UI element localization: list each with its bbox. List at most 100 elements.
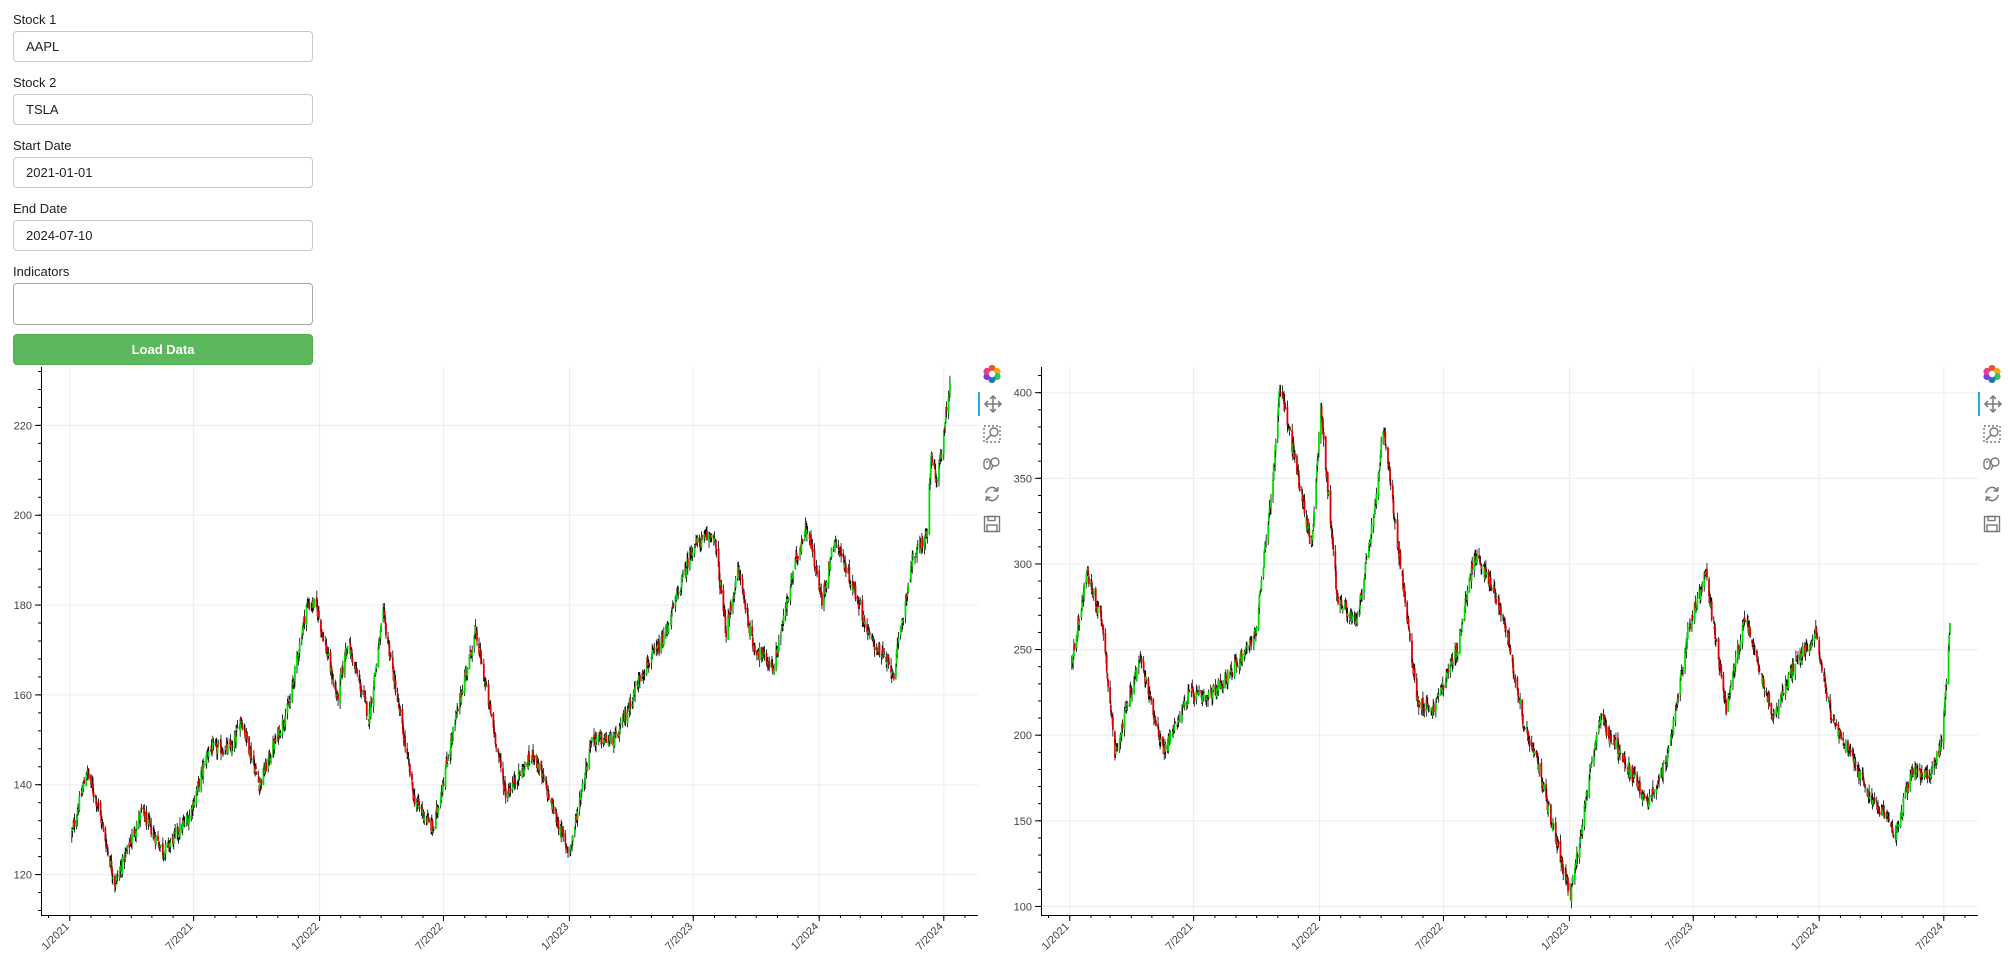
pan-icon[interactable] [978,392,1006,416]
candle-body [306,602,309,606]
candle-up [655,640,658,657]
candle-body [595,737,598,743]
candle-up [77,803,79,816]
candle-body [401,709,404,725]
candle-body [593,734,595,741]
candle-body [808,533,811,540]
candle-body [1143,672,1146,674]
candle-body [246,731,248,740]
load-data-button[interactable]: Load Data [13,334,313,365]
candle-body [439,797,442,806]
candle-body [358,676,361,682]
candle-body [1584,803,1587,807]
candle-body [581,783,584,793]
candle-up [603,733,606,746]
save-icon[interactable] [978,512,1006,536]
candle-body [1550,804,1552,825]
candle-body [512,781,515,784]
candle-body [1389,469,1391,482]
y-tick-label: 160 [14,690,32,702]
candle-down [1504,623,1507,638]
candle-body [1085,573,1088,583]
candle-body [598,731,601,736]
candle-body [1316,458,1319,466]
candle-body [1315,466,1318,478]
candle-body [498,754,501,756]
candle-up [455,711,458,719]
candle-body [584,772,587,783]
candle-body [354,666,357,669]
candle-body [632,698,634,702]
candle-up [576,807,579,827]
candle-up [800,535,803,555]
candle-down [1540,758,1543,782]
indicators-multiselect[interactable] [13,283,313,325]
candle-body [637,677,640,687]
candle-body [1482,564,1485,566]
candle-up [670,607,673,630]
candle-body [296,654,298,669]
stock2-input[interactable]: TSLA [13,94,313,125]
candle-body [1129,690,1131,707]
candle-body [1627,763,1630,773]
candle-up [1675,702,1678,709]
candle-up [361,689,363,695]
candle-up [1653,789,1656,799]
candle-body [1378,472,1381,477]
candle-body [533,755,536,759]
candle-body [712,536,715,540]
candle-body [504,782,506,790]
candle-body [241,723,244,729]
candle-body [714,538,717,540]
stock1-input[interactable]: AAPL [13,31,313,62]
candle-up [1138,658,1141,664]
bokeh-logo-icon[interactable] [978,362,1006,386]
candle-body [1691,616,1694,619]
candle-body [1423,709,1426,711]
candle-body [1655,788,1658,793]
candle-down [1521,713,1524,729]
candle-up [294,665,296,688]
candle-down [495,744,498,753]
candle-body [255,771,258,775]
candle-body [1487,571,1490,584]
candle-body [176,827,179,835]
candle-up [374,667,377,677]
candle-body [1513,678,1516,680]
candle-body [404,735,407,748]
candle-body [589,745,592,747]
box-zoom-icon[interactable] [978,422,1006,446]
candle-body [936,479,938,482]
candle-body [564,833,567,842]
candle-body [1425,700,1428,712]
candle-down [88,769,90,781]
candle-body [445,760,448,769]
candle-body [656,645,659,649]
candle-down [1723,687,1725,703]
candle-body [921,536,924,547]
candle-up [916,540,919,550]
reset-icon[interactable] [978,482,1006,506]
candle-down [356,667,359,677]
candle-body [1413,668,1416,678]
wheel-zoom-icon[interactable] [978,452,1006,476]
candle-body [303,616,306,624]
candle-body [677,592,680,594]
candle-body [76,814,79,821]
candle-body [1461,618,1464,623]
candle-body [1622,758,1625,762]
candle-down [1155,719,1157,727]
candle-body [905,596,908,604]
candle-body [1680,671,1682,679]
candle-body [307,601,309,604]
candle-down [1281,385,1284,400]
candle-body [583,781,586,785]
start-date-input[interactable]: 2021-01-01 [13,157,313,188]
candle-down [1474,549,1477,567]
end-date-input[interactable]: 2024-07-10 [13,220,313,251]
candle-body [672,605,675,608]
candle-up [173,828,176,838]
candle-down [1284,403,1287,409]
